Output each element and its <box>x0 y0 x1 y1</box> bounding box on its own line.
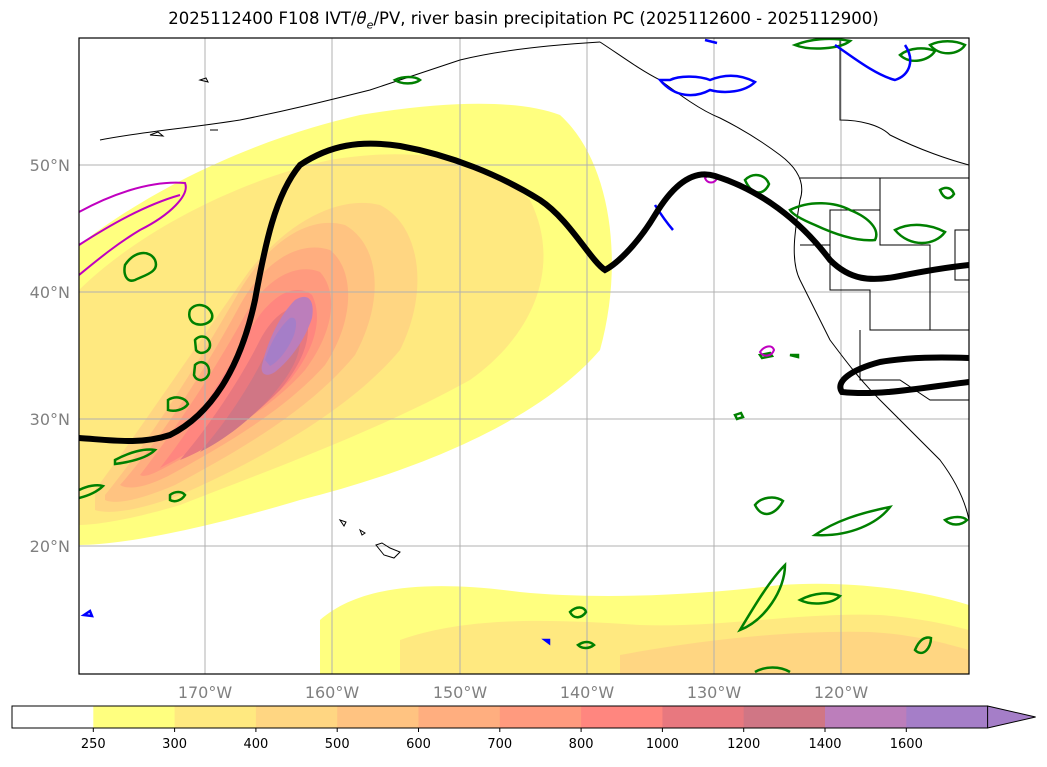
colorbar-tick-label: 400 <box>243 737 268 752</box>
colorbar-tick-label: 250 <box>81 737 106 752</box>
colorbar-segment <box>906 706 989 728</box>
colorbar-tick-label: 1600 <box>890 737 923 752</box>
colorbar-tick-label: 800 <box>569 737 594 752</box>
colorbar-tick-label: 600 <box>406 737 431 752</box>
lon-label: 150°W <box>433 683 488 702</box>
lon-label: 120°W <box>814 683 869 702</box>
colorbar <box>11 705 1036 729</box>
pv-contour <box>79 140 969 444</box>
lat-label: 20°N <box>30 537 70 556</box>
lat-label: 30°N <box>30 410 70 429</box>
colorbar-segment <box>174 706 257 728</box>
coastlines <box>99 40 969 559</box>
colorbar-segment <box>418 706 501 728</box>
colorbar-extend-arrow <box>987 705 1036 729</box>
lon-axis-labels: 170°W 160°W 150°W 140°W 130°W 120°W <box>178 683 869 702</box>
colorbar-segment <box>581 706 663 728</box>
lon-label: 170°W <box>178 683 233 702</box>
lat-label: 40°N <box>30 283 70 302</box>
colorbar-tick-label: 700 <box>487 737 512 752</box>
colorbar-tick-label: 1000 <box>646 737 679 752</box>
colorbar-labels: 250 300 400 500 600 700 800 1000 1200 1400 1600 <box>81 728 923 752</box>
colorbar-tick-label: 1200 <box>727 737 760 752</box>
colorbar-segment <box>255 706 338 728</box>
map-gridlines <box>79 38 969 674</box>
map-frame <box>78 37 970 675</box>
colorbar-segment <box>93 706 176 728</box>
lon-label: 130°W <box>687 683 742 702</box>
colorbar-segment <box>12 706 94 728</box>
colorbar-tick-label: 300 <box>162 737 187 752</box>
lat-axis-labels: 50°N 40°N 30°N 20°N <box>30 156 70 556</box>
lat-label: 50°N <box>30 156 70 175</box>
blue-contours <box>80 38 912 646</box>
lon-label: 160°W <box>305 683 360 702</box>
colorbar-segment <box>337 706 419 728</box>
colorbar-tick-label: 1400 <box>808 737 841 752</box>
colorbar-segment <box>825 706 907 728</box>
lon-label: 140°W <box>560 683 615 702</box>
map-title: 2025112400 F108 IVT/θe/PV, river basin p… <box>168 9 879 32</box>
colorbar-segment <box>743 706 826 728</box>
colorbar-segment <box>662 706 745 728</box>
colorbar-tick-label: 500 <box>325 737 350 752</box>
colorbar-segment <box>499 706 582 728</box>
